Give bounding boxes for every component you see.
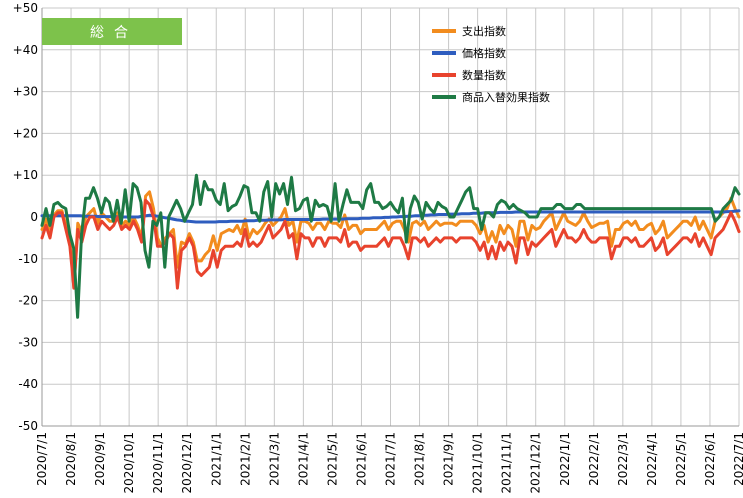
x-tick-label: 2021/12/1 [529, 432, 543, 494]
x-tick-label: 2021/6/1 [354, 432, 368, 486]
x-tick-label: 2022/7/1 [732, 432, 743, 486]
x-tick-label: 2020/10/1 [122, 432, 136, 494]
x-tick-label: 2021/8/1 [413, 432, 427, 486]
x-tick-label: 2022/3/1 [616, 432, 630, 486]
x-tick-label: 2021/1/1 [209, 432, 223, 486]
x-tick-label: 2021/2/1 [238, 432, 252, 486]
x-tick-label: 2021/9/1 [442, 432, 456, 486]
x-tick-label: 2022/6/1 [703, 432, 717, 486]
y-tick-label: -40 [18, 377, 38, 391]
title-badge-background [42, 18, 182, 45]
x-tick-label: 2022/5/1 [674, 432, 688, 486]
y-tick-label: +40 [13, 43, 38, 57]
legend-label: 価格指数 [462, 46, 506, 60]
x-tick-label: 2021/10/1 [471, 432, 485, 494]
legend-label: 支出指数 [462, 24, 506, 38]
x-tick-label: 2022/4/1 [645, 432, 659, 486]
x-tick-label: 2020/7/1 [35, 432, 49, 486]
x-tick-label: 2021/3/1 [267, 432, 281, 486]
title-badge: 総合 [42, 18, 182, 45]
series-line-1 [40, 190, 741, 290]
x-tick-label: 2021/5/1 [325, 432, 339, 486]
y-tick-label: -30 [18, 335, 38, 349]
legend-label: 数量指数 [462, 68, 506, 82]
x-tick-label: 2020/12/1 [180, 432, 194, 494]
x-tick-label: 2022/1/1 [558, 432, 572, 486]
y-axis-ticks: +50 +40 +30 +20 +10 0 -10 -20 -30 -40 -50 [13, 1, 38, 433]
series-line-4 [40, 173, 741, 319]
y-tick-label: +30 [13, 85, 38, 99]
y-tick-label: 0 [30, 210, 38, 224]
x-axis-ticks: 2020/7/1 2020/8/1 2020/9/1 2020/10/1 2020/11… [35, 432, 743, 494]
legend-label: 商品入替効果指数 [462, 90, 550, 104]
x-tick-label: 2022/2/1 [587, 432, 601, 486]
y-tick-label: +10 [13, 168, 38, 182]
x-tick-label: 2020/9/1 [93, 432, 107, 486]
y-tick-label: -50 [18, 419, 38, 433]
series-line-3 [40, 198, 741, 290]
x-tick-label: 2021/7/1 [384, 432, 398, 486]
x-tick-label: 2020/8/1 [64, 432, 78, 486]
y-tick-label: +20 [13, 126, 38, 140]
x-tick-label: 2021/4/1 [296, 432, 310, 486]
y-tick-label: -20 [18, 294, 38, 308]
title-badge-label: 総合 [90, 25, 138, 41]
x-tick-label: 2020/11/1 [151, 432, 165, 494]
x-tick-label: 2021/11/1 [500, 432, 514, 494]
y-tick-label: +50 [13, 1, 38, 15]
y-tick-label: -10 [18, 252, 38, 266]
series-lines [40, 173, 741, 319]
